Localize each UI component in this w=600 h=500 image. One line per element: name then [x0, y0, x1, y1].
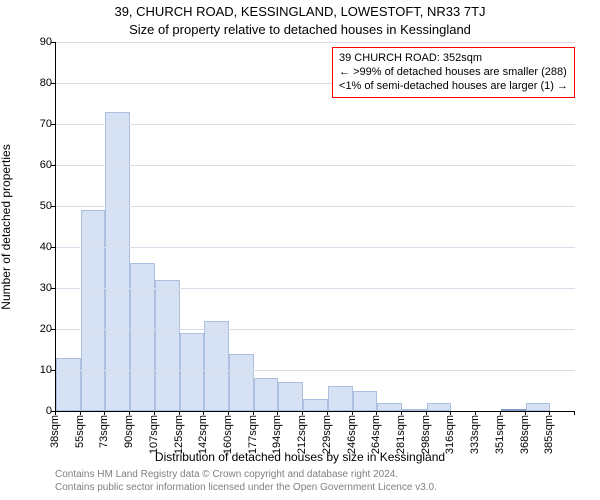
grid-line — [56, 247, 575, 248]
bar — [81, 210, 106, 411]
bar — [353, 391, 378, 412]
y-tick-mark — [51, 288, 55, 289]
bar — [155, 280, 180, 411]
y-tick-mark — [51, 124, 55, 125]
y-tick-mark — [51, 42, 55, 43]
x-tick-label: 298sqm — [420, 415, 432, 454]
grid-line — [56, 124, 575, 125]
bar — [427, 403, 452, 411]
x-tick-label: 212sqm — [296, 415, 308, 454]
y-tick-mark — [51, 165, 55, 166]
annotation-line: <1% of semi-detached houses are larger (… — [339, 80, 568, 94]
x-tick-label: 246sqm — [346, 415, 358, 454]
bar — [377, 403, 402, 411]
grid-line — [56, 329, 575, 330]
x-tick-label: 333sqm — [469, 415, 481, 454]
annotation-line: ← >99% of detached houses are smaller (2… — [339, 66, 568, 80]
x-tick-label: 90sqm — [123, 415, 135, 448]
y-tick-mark — [51, 206, 55, 207]
y-tick-label: 60 — [22, 159, 52, 171]
footnote-2: Contains public sector information licen… — [55, 482, 437, 493]
x-tick-label: 142sqm — [197, 415, 209, 454]
bar — [526, 403, 551, 411]
x-tick-label: 107sqm — [148, 415, 160, 454]
y-tick-label: 30 — [22, 282, 52, 294]
x-tick-label: 281sqm — [395, 415, 407, 454]
x-tick-label: 351sqm — [494, 415, 506, 454]
x-tick-label: 177sqm — [247, 415, 259, 454]
y-tick-mark — [51, 370, 55, 371]
bar — [328, 386, 353, 411]
x-tick-label: 73sqm — [98, 415, 110, 448]
grid-line — [56, 165, 575, 166]
bar — [402, 409, 427, 411]
x-tick-label: 316sqm — [444, 415, 456, 454]
x-tick-label: 160sqm — [222, 415, 234, 454]
x-tick-label: 38sqm — [49, 415, 61, 448]
bar — [56, 358, 81, 411]
y-tick-mark — [51, 329, 55, 330]
grid-line — [56, 42, 575, 43]
grid-line — [56, 206, 575, 207]
footnote-1: Contains HM Land Registry data © Crown c… — [55, 469, 398, 480]
grid-line — [56, 370, 575, 371]
bar — [278, 382, 303, 411]
bar — [204, 321, 229, 411]
x-tick-label: 194sqm — [271, 415, 283, 454]
y-tick-label: 70 — [22, 118, 52, 130]
x-tick-label: 368sqm — [519, 415, 531, 454]
annotation-box: 39 CHURCH ROAD: 352sqm← >99% of detached… — [332, 47, 575, 98]
y-tick-label: 90 — [22, 36, 52, 48]
x-tick-label: 229sqm — [321, 415, 333, 454]
x-tick-label: 125sqm — [173, 415, 185, 454]
x-tick-label: 55sqm — [74, 415, 86, 448]
y-tick-mark — [51, 83, 55, 84]
bar-highlight — [501, 409, 526, 411]
y-tick-label: 0 — [22, 405, 52, 417]
x-tick-label: 264sqm — [370, 415, 382, 454]
x-tick-label: 385sqm — [543, 415, 555, 454]
title-main: 39, CHURCH ROAD, KESSINGLAND, LOWESTOFT,… — [0, 4, 600, 19]
bar — [229, 354, 254, 411]
x-tick-mark — [574, 411, 575, 415]
y-tick-label: 50 — [22, 200, 52, 212]
bar — [130, 263, 155, 411]
y-tick-label: 10 — [22, 364, 52, 376]
bar — [254, 378, 279, 411]
grid-line — [56, 288, 575, 289]
y-tick-mark — [51, 247, 55, 248]
bar — [303, 399, 328, 411]
y-axis-label: Number of detached properties — [0, 144, 13, 309]
y-tick-label: 20 — [22, 323, 52, 335]
bar — [105, 112, 130, 411]
y-tick-label: 80 — [22, 77, 52, 89]
y-tick-label: 40 — [22, 241, 52, 253]
title-sub: Size of property relative to detached ho… — [0, 22, 600, 37]
bar — [180, 333, 205, 411]
annotation-line: 39 CHURCH ROAD: 352sqm — [339, 52, 568, 66]
